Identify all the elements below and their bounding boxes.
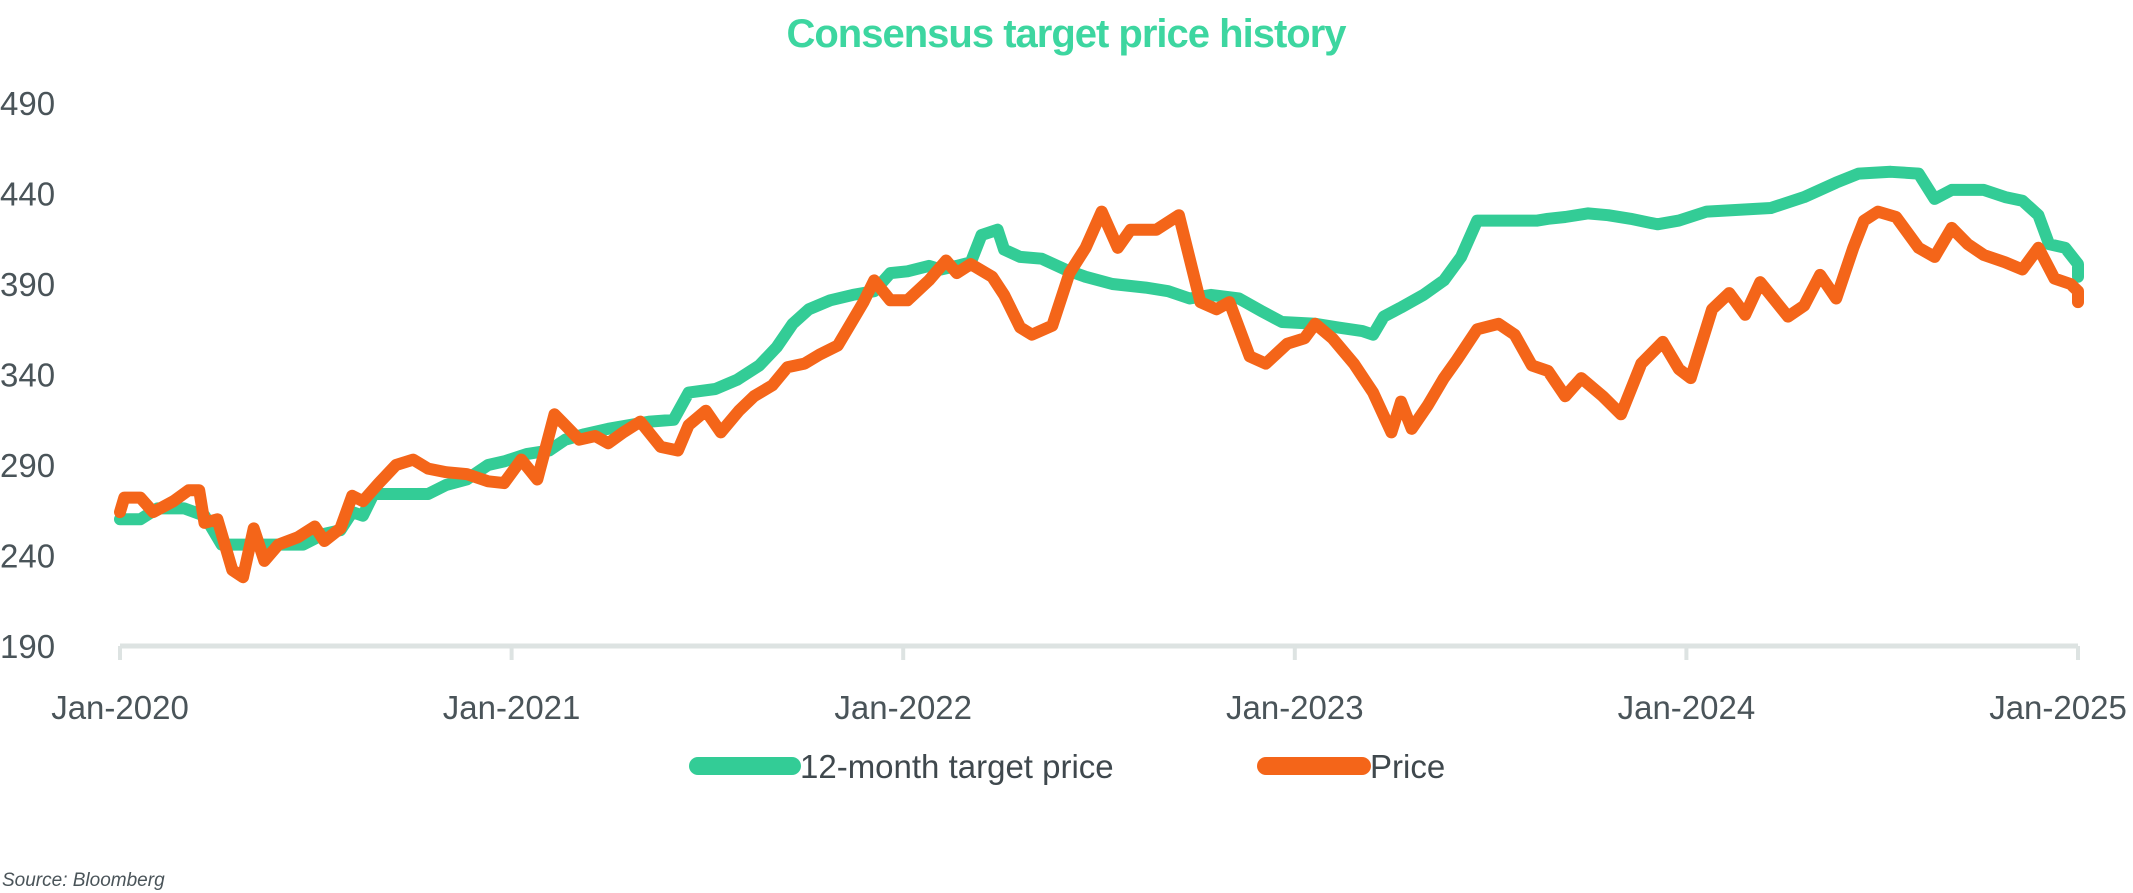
x-tick-label: Jan-2025 (1989, 689, 2127, 726)
source-note: Source: Bloomberg (2, 870, 165, 891)
y-tick-label: 240 (0, 538, 55, 575)
y-tick-label: 440 (0, 176, 55, 213)
y-tick-label: 190 (0, 628, 55, 665)
legend: 12-month target price Price (689, 748, 1445, 785)
x-tick-label: Jan-2024 (1618, 689, 1756, 726)
y-tick-label: 290 (0, 447, 55, 484)
x-tick-label: Jan-2020 (51, 689, 189, 726)
x-axis: Jan-2020 Jan-2021 Jan-2022 Jan-2023 Jan-2024… (51, 646, 2127, 726)
x-tick-label: Jan-2023 (1226, 689, 1364, 726)
y-tick-label: 390 (0, 266, 55, 303)
chart-title: Consensus target price history (786, 12, 1347, 56)
legend-label-target: 12-month target price (800, 748, 1114, 785)
y-axis: 190 240 290 340 390 440 490 (0, 85, 55, 665)
x-tick-label: Jan-2022 (834, 689, 972, 726)
plot-area (114, 165, 2084, 584)
y-tick-label: 490 (0, 85, 55, 122)
legend-label-price: Price (1370, 748, 1445, 785)
series-line-price (114, 205, 2084, 584)
y-tick-label: 340 (0, 357, 55, 394)
x-tick-label: Jan-2021 (443, 689, 581, 726)
